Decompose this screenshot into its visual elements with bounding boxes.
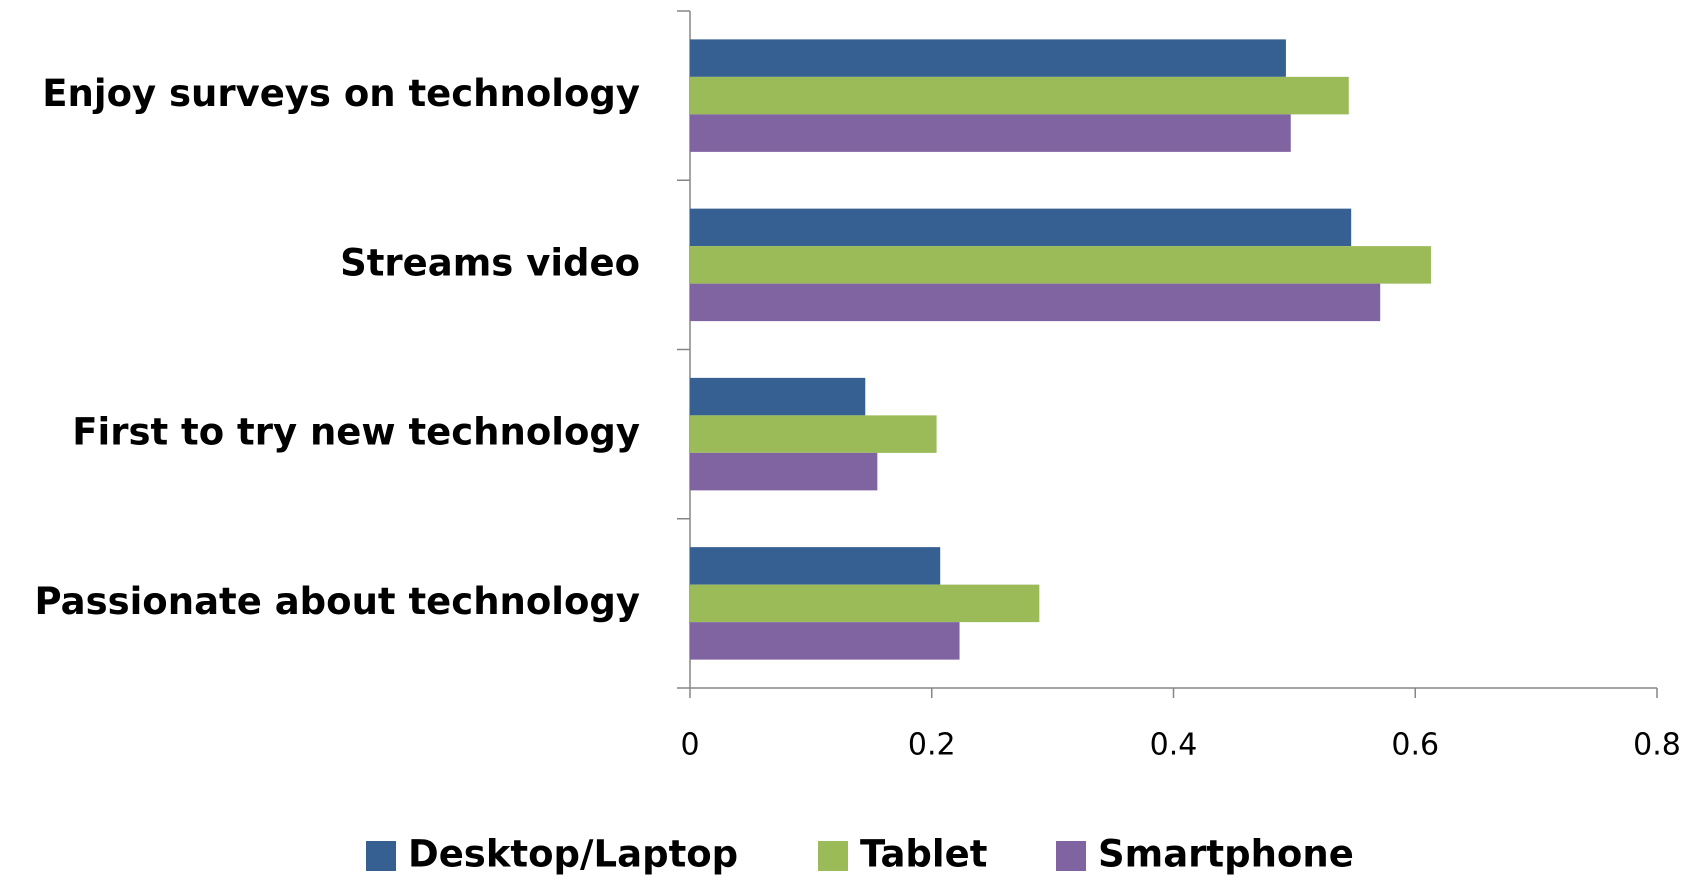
y-tick-label: First to try new technology (72, 411, 640, 454)
y-tick-label: Passionate about technology (34, 580, 640, 623)
legend-swatch (1056, 841, 1086, 871)
bar (690, 622, 960, 660)
bar (690, 547, 941, 585)
bar (690, 114, 1291, 152)
x-tick-label: 0.6 (1391, 728, 1439, 763)
bar (690, 452, 878, 491)
y-tick-label: Streams video (340, 241, 640, 284)
x-tick-label: 0 (680, 728, 699, 763)
bar (690, 415, 937, 453)
legend-label: Tablet (860, 833, 987, 876)
bar (690, 584, 1040, 623)
bar (690, 76, 1349, 115)
x-tick-label: 0.2 (908, 728, 956, 763)
bar (690, 377, 866, 416)
bar (690, 246, 1431, 284)
bar (690, 208, 1352, 247)
legend-swatch (366, 841, 396, 871)
x-tick-label: 0.4 (1150, 728, 1198, 763)
legend-label: Smartphone (1098, 833, 1354, 876)
legend-label: Desktop/Laptop (408, 833, 738, 876)
legend-swatch (818, 841, 848, 871)
bar (690, 283, 1381, 322)
y-tick-label: Enjoy surveys on technology (42, 72, 640, 115)
x-tick-label: 0.8 (1633, 728, 1681, 763)
bar (690, 39, 1286, 77)
